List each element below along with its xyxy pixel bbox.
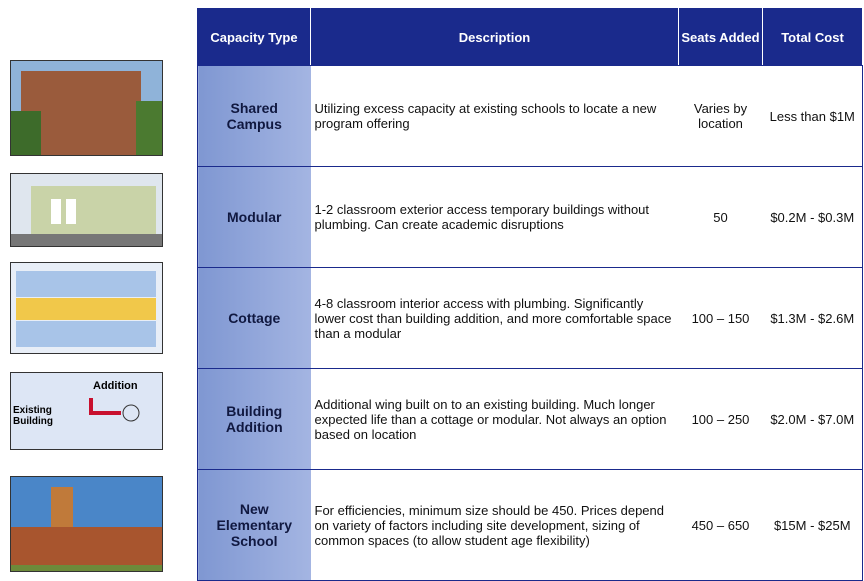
table-row: New Elementary School For efficiencies, m… bbox=[197, 469, 863, 581]
description: 4-8 classroom interior access with plumb… bbox=[310, 267, 679, 369]
capacity-type: Shared Campus bbox=[197, 65, 311, 167]
new-school-photo bbox=[10, 476, 163, 572]
modular-photo bbox=[10, 173, 163, 247]
total-cost: $15M - $25M bbox=[762, 469, 863, 581]
total-cost: $1.3M - $2.6M bbox=[762, 267, 863, 369]
addition-label: Addition bbox=[93, 380, 138, 392]
seats-added: 100 – 150 bbox=[678, 267, 763, 369]
capacity-type: Modular bbox=[197, 166, 311, 268]
description: For efficiencies, minimum size should be… bbox=[310, 469, 679, 581]
capacity-type: Cottage bbox=[197, 267, 311, 369]
capacity-type: Building Addition bbox=[197, 368, 311, 470]
description: Additional wing built on to an existing … bbox=[310, 368, 679, 470]
total-cost: $2.0M - $7.0M bbox=[762, 368, 863, 470]
description: Utilizing excess capacity at existing sc… bbox=[310, 65, 679, 167]
description: 1-2 classroom exterior access temporary … bbox=[310, 166, 679, 268]
seats-added: Varies by location bbox=[678, 65, 763, 167]
existing-label: Existing Building bbox=[13, 405, 53, 427]
column-header: Description bbox=[310, 8, 679, 66]
column-header: Capacity Type bbox=[197, 8, 311, 66]
table-row: Modular 1-2 classroom exterior access tem… bbox=[197, 166, 863, 268]
seats-added: 50 bbox=[678, 166, 763, 268]
total-cost: Less than $1M bbox=[762, 65, 863, 167]
column-header: Seats Added bbox=[678, 8, 763, 66]
table-row: Cottage 4-8 classroom interior access wit… bbox=[197, 267, 863, 369]
capacity-type: New Elementary School bbox=[197, 469, 311, 581]
table-row: Building Addition Additional wing built o… bbox=[197, 368, 863, 470]
column-header: Total Cost bbox=[762, 8, 863, 66]
addition-diagram: Addition Existing Building bbox=[10, 372, 163, 450]
capacity-table: Capacity Type Description Seats Added Total… bbox=[197, 8, 863, 581]
seats-added: 100 – 250 bbox=[678, 368, 763, 470]
seats-added: 450 – 650 bbox=[678, 469, 763, 581]
cottage-floorplan bbox=[10, 262, 163, 354]
table-row: Shared Campus Utilizing excess capacity a… bbox=[197, 65, 863, 167]
shared-campus-photo bbox=[10, 60, 163, 156]
total-cost: $0.2M - $0.3M bbox=[762, 166, 863, 268]
